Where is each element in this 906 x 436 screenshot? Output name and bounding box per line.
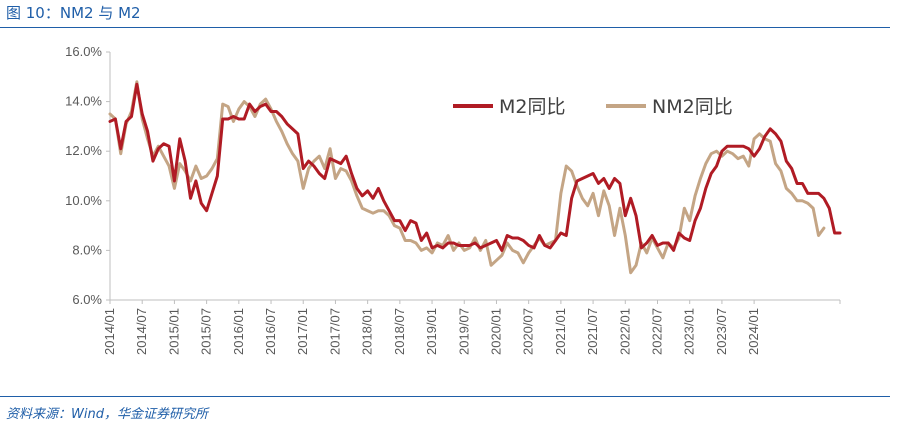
x-tick-label: 2024/01: [746, 308, 761, 355]
x-tick-label: 2016/01: [231, 308, 246, 355]
y-tick-label: 8.0%: [72, 242, 102, 257]
x-tick-label: 2020/07: [521, 308, 536, 355]
y-tick-label: 6.0%: [72, 292, 102, 307]
x-axis: 2014/01 2014/07 2015/01 2015/07 2016/01 2016/…: [102, 299, 841, 355]
x-tick-label: 2017/01: [295, 308, 310, 355]
x-tick-label: 2016/07: [263, 308, 278, 355]
x-tick-label: 2023/01: [682, 308, 697, 355]
y-tick-label: 16.0%: [65, 44, 102, 59]
x-tick-label: 2021/01: [553, 308, 568, 355]
x-tick-label: 2014/01: [102, 308, 117, 355]
series-lines: [108, 80, 842, 275]
x-tick-label: 2018/07: [392, 308, 407, 355]
y-tick-label: 12.0%: [65, 143, 102, 158]
source-note: 资料来源：Wind，华金证券研究所: [6, 407, 208, 422]
x-tick-label: 2014/07: [134, 308, 149, 355]
x-tick-label: 2019/07: [456, 308, 471, 355]
x-tick-label: 2022/07: [650, 308, 665, 355]
x-tick-label: 2019/01: [424, 308, 439, 355]
series-m2-line: [108, 82, 842, 252]
x-tick-label: 2023/07: [714, 308, 729, 355]
legend: M2同比 NM2同比: [453, 96, 733, 118]
y-axis: 6.0% 8.0% 10.0% 12.0% 14.0% 16.0%: [65, 44, 111, 307]
x-tick-label: 2018/01: [360, 308, 375, 355]
legend-label: NM2同比: [652, 96, 733, 118]
x-tick-label: 2021/07: [585, 308, 600, 355]
line-chart: 6.0%8.0%10.0%12.0%14.0%16.0% 2014/01 2014…: [65, 44, 842, 355]
y-tick-label: 10.0%: [65, 193, 102, 208]
top-rule: [0, 27, 890, 28]
y-tick-label: 14.0%: [65, 94, 102, 109]
legend-label: M2同比: [499, 96, 565, 118]
bottom-rule: [0, 396, 890, 397]
x-tick-label: 2015/07: [199, 308, 214, 355]
x-tick-label: 2022/01: [617, 308, 632, 355]
x-tick-label: 2015/01: [166, 308, 181, 355]
series-nm2-line: [108, 80, 826, 275]
x-tick-label: 2020/01: [488, 308, 503, 355]
figure-title: 图 10：NM2 与 M2: [6, 4, 141, 22]
x-tick-label: 2017/07: [327, 308, 342, 355]
